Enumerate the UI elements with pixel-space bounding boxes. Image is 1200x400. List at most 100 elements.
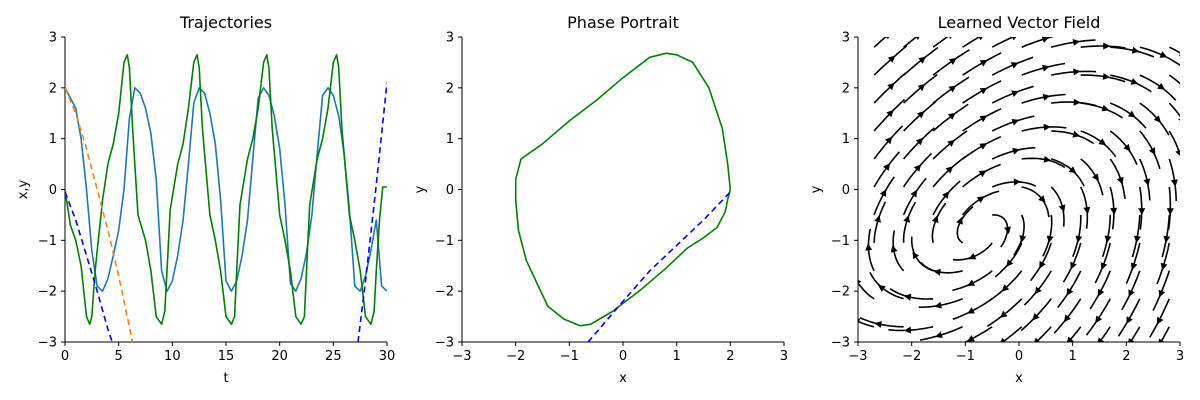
stream-arrow xyxy=(1102,73,1111,80)
stream-arrow xyxy=(1117,176,1124,185)
stream-arrow xyxy=(1123,143,1131,152)
stream-arrow xyxy=(1006,259,1014,267)
stream-arrow xyxy=(1157,316,1164,325)
stream-line xyxy=(873,125,904,160)
stream-line xyxy=(961,190,1000,216)
stream-arrow xyxy=(858,318,861,325)
stream-line xyxy=(991,146,1036,160)
y-tick-label: −3 xyxy=(435,336,454,351)
stream-arrow xyxy=(1064,314,1071,323)
stream-line xyxy=(1139,186,1143,230)
stream-line xyxy=(1121,270,1141,311)
stream-arrow xyxy=(1042,64,1050,72)
stream-line xyxy=(1080,130,1117,158)
stream-arrow xyxy=(887,55,896,63)
stream-line xyxy=(1001,326,1023,342)
y-tick-label: 2 xyxy=(49,81,57,96)
stream-line xyxy=(1094,242,1111,284)
stream-arrow xyxy=(1073,98,1081,106)
plot-area xyxy=(514,52,732,342)
stream-arrow xyxy=(1066,287,1074,296)
x-tick-label: −1 xyxy=(560,349,579,364)
stream-arrow xyxy=(1178,118,1180,121)
series-line-3 xyxy=(65,87,134,342)
stream-arrow xyxy=(890,245,898,253)
stream-arrow xyxy=(979,143,988,150)
stream-arrow xyxy=(1068,166,1077,174)
stream-arrow xyxy=(1101,104,1110,112)
stream-line xyxy=(858,281,875,300)
stream-arrow xyxy=(1011,119,1020,126)
stream-line xyxy=(1110,74,1152,93)
stream-line xyxy=(932,37,949,48)
stream-line xyxy=(1139,130,1161,170)
stream-arrow xyxy=(913,164,922,172)
stream-arrow xyxy=(1072,130,1081,138)
stream-line xyxy=(932,156,966,188)
x-tick-label: −2 xyxy=(902,349,921,364)
stream-arrow xyxy=(910,189,918,198)
y-tick-label: −1 xyxy=(435,234,454,249)
stream-line xyxy=(1109,102,1147,129)
stream-line xyxy=(962,163,1001,188)
y-tick-label: −1 xyxy=(38,234,57,249)
stream-line xyxy=(962,108,1002,132)
x-tick-label: −3 xyxy=(452,349,471,364)
stream-arrow xyxy=(1043,155,1051,163)
stream-arrow xyxy=(886,37,890,40)
stream-arrow xyxy=(1160,262,1168,271)
stream-arrow xyxy=(979,115,988,123)
stream-arrow xyxy=(1012,37,1017,41)
stream-arrow xyxy=(1034,286,1042,295)
stream-arrow xyxy=(1128,289,1135,298)
stream-arrow xyxy=(885,136,893,145)
plot-area xyxy=(65,54,387,342)
x-tick-label: 5 xyxy=(115,349,123,364)
stream-arrow xyxy=(1043,123,1051,131)
stream-arrow xyxy=(903,293,912,301)
x-tick-label: 2 xyxy=(1122,349,1130,364)
series-line-5 xyxy=(357,82,387,342)
stream-arrow xyxy=(979,59,988,67)
stream-line xyxy=(1139,102,1170,136)
stream-arrow xyxy=(967,335,975,342)
y-axis-label: y xyxy=(809,185,824,193)
y-tick-label: −3 xyxy=(831,336,850,351)
stream-line xyxy=(931,202,947,244)
stream-line xyxy=(1160,326,1170,342)
stream-line xyxy=(1109,158,1126,200)
stream-arrow xyxy=(1158,289,1166,298)
stream-arrow xyxy=(1170,179,1178,187)
y-tick-label: −1 xyxy=(831,234,850,249)
stream-arrow xyxy=(1128,338,1135,342)
stream-arrow xyxy=(1179,86,1180,88)
stream-arrow xyxy=(918,56,926,64)
stream-arrow xyxy=(1166,208,1174,216)
stream-arrow xyxy=(1001,284,1010,292)
y-axis-label: x,y xyxy=(16,179,31,199)
stream-arrow xyxy=(1046,235,1054,243)
y-tick-label: −2 xyxy=(435,285,454,300)
stream-arrow xyxy=(968,253,977,260)
stream-line xyxy=(869,272,904,300)
x-tick-label: −3 xyxy=(848,349,867,364)
stream-arrow xyxy=(1148,147,1156,156)
stream-line xyxy=(1042,214,1053,257)
stream-line xyxy=(991,56,1034,76)
stream-arrow xyxy=(1073,68,1081,76)
stream-line xyxy=(1080,74,1126,83)
stream-arrow xyxy=(1012,147,1020,155)
chart-title: Phase Portrait xyxy=(567,13,679,32)
stream-arrow xyxy=(917,83,926,92)
stream-line xyxy=(1023,270,1052,306)
stream-arrow xyxy=(887,82,895,91)
stream-arrow xyxy=(874,215,881,223)
stream-arrow xyxy=(979,87,988,95)
stream-arrow xyxy=(1041,37,1050,43)
stream-line xyxy=(873,72,907,104)
stream-line xyxy=(991,37,1015,48)
stream-arrow xyxy=(1131,46,1140,54)
y-tick-label: 0 xyxy=(842,183,850,198)
stream-arrow xyxy=(1058,204,1066,213)
stream-arrow xyxy=(1130,78,1139,85)
